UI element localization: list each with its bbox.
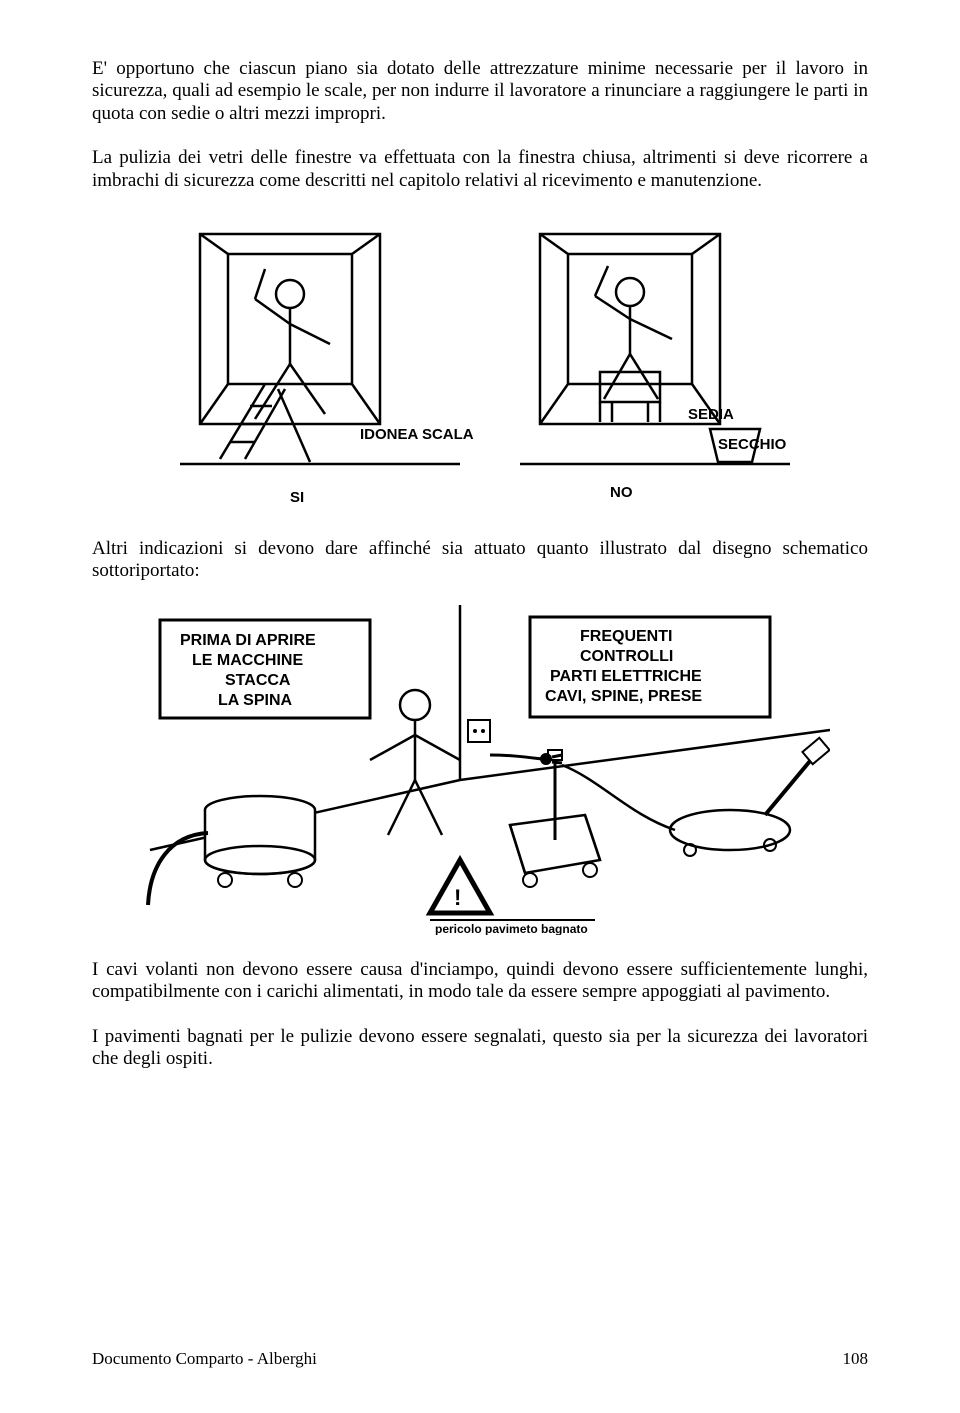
paragraph-3: Altri indicazioni si devono dare affinch… <box>92 538 868 583</box>
svg-text:CONTROLLI: CONTROLLI <box>580 648 673 665</box>
svg-text:SEDIA: SEDIA <box>688 406 734 423</box>
svg-text:PARTI ELETTRICHE: PARTI ELETTRICHE <box>550 668 702 685</box>
svg-text:IDONEA SCALA: IDONEA SCALA <box>360 426 474 443</box>
svg-text:!: ! <box>454 885 461 910</box>
svg-text:CAVI, SPINE, PRESE: CAVI, SPINE, PRESE <box>545 688 702 705</box>
footer-doc-title: Documento Comparto - Alberghi <box>92 1349 317 1369</box>
paragraph-2: La pulizia dei vetri delle finestre va e… <box>92 147 868 192</box>
svg-text:STACCA: STACCA <box>225 672 291 689</box>
electrical-safety-svg: PRIMA DI APRIRE LE MACCHINE STACCA LA SPINA… <box>130 605 830 935</box>
paragraph-1: E' opportuno che ciascun piano sia dotat… <box>92 58 868 125</box>
svg-text:FREQUENTI: FREQUENTI <box>580 628 672 645</box>
diagram-electrical-safety: PRIMA DI APRIRE LE MACCHINE STACCA LA SPINA… <box>92 605 868 935</box>
svg-text:NO: NO <box>610 484 633 501</box>
svg-text:SI: SI <box>290 489 304 506</box>
svg-text:LA SPINA: LA SPINA <box>218 692 293 709</box>
window-cleaning-svg: IDONEA SCALA SI SEDIA SECCHIO NO <box>160 214 800 514</box>
footer-page-number: 108 <box>843 1349 869 1369</box>
svg-text:pericolo pavimeto bagnato: pericolo pavimeto bagnato <box>435 922 588 935</box>
paragraph-4: I cavi volanti non devono essere causa d… <box>92 959 868 1004</box>
svg-text:SECCHIO: SECCHIO <box>718 436 787 453</box>
diagram-window-cleaning: IDONEA SCALA SI SEDIA SECCHIO NO <box>92 214 868 514</box>
svg-text:PRIMA DI APRIRE: PRIMA DI APRIRE <box>180 632 316 649</box>
paragraph-5: I pavimenti bagnati per le pulizie devon… <box>92 1026 868 1071</box>
svg-text:LE MACCHINE: LE MACCHINE <box>192 652 303 669</box>
